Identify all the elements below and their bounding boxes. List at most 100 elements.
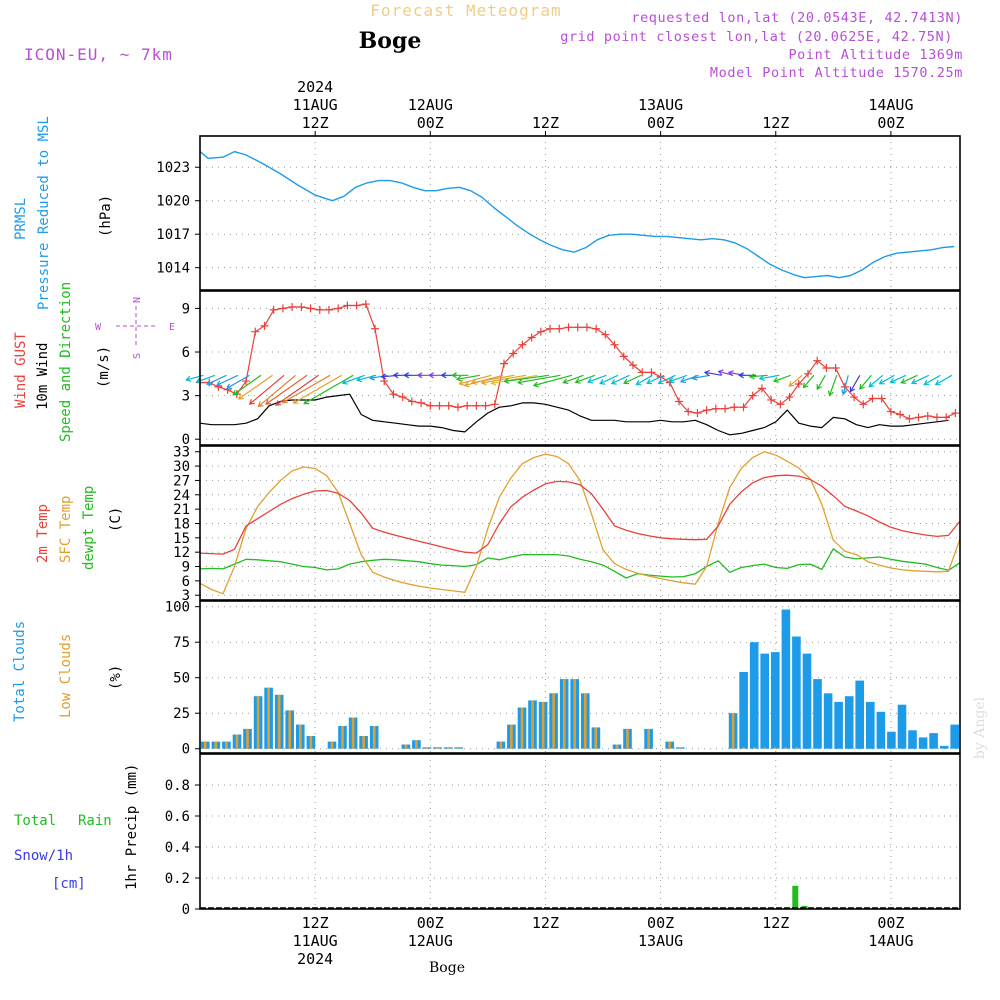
dewpoint-line bbox=[199, 548, 961, 579]
gust-marker bbox=[886, 407, 895, 416]
compass-rose: N S W E bbox=[95, 297, 175, 359]
pressure-ytick-label: 1017 bbox=[156, 227, 190, 243]
low-cloud-bar bbox=[752, 747, 756, 749]
time-label-bottom: 2024 bbox=[297, 950, 333, 968]
total-cloud-bar bbox=[866, 701, 875, 749]
time-label-bottom: 13AUG bbox=[638, 932, 683, 950]
low-cloud-bar bbox=[457, 747, 460, 749]
clouds-ytick-label: 25 bbox=[173, 706, 190, 722]
wind-arrow bbox=[772, 374, 791, 383]
wind-arrow bbox=[748, 373, 768, 380]
precip-label-total: Total bbox=[14, 813, 56, 829]
wind-arrow bbox=[878, 374, 895, 385]
low-cloud-bar bbox=[372, 726, 376, 749]
time-label-top: 00Z bbox=[877, 114, 904, 132]
wind-arrow bbox=[657, 374, 676, 385]
gust-marker bbox=[334, 304, 343, 313]
temp-ytick-label: 3 bbox=[182, 588, 190, 604]
wind-arrow bbox=[369, 374, 388, 381]
time-label-bottom: 12Z bbox=[302, 914, 329, 932]
low-cloud-bar bbox=[731, 713, 735, 749]
precip-ytick-label: 0 bbox=[182, 902, 190, 918]
gust-marker bbox=[518, 340, 527, 349]
wind-arrow bbox=[599, 374, 619, 385]
station-title: Boge bbox=[359, 28, 422, 54]
info-point-altitude: Point Altitude 1369m bbox=[788, 47, 963, 63]
wind-ytick-label: 0 bbox=[182, 432, 190, 448]
low-cloud-bar bbox=[214, 741, 218, 749]
pressure-ytick-label: 1020 bbox=[156, 194, 190, 210]
gust-marker bbox=[601, 330, 610, 339]
low-cloud-bar bbox=[510, 724, 513, 749]
gust-marker bbox=[546, 324, 555, 333]
t2m-line bbox=[199, 474, 961, 555]
wind-arrow bbox=[574, 374, 596, 384]
low-cloud-bar bbox=[552, 693, 555, 749]
gust-marker bbox=[278, 304, 287, 313]
compass-east: E bbox=[169, 322, 175, 333]
low-cloud-bar bbox=[330, 741, 334, 749]
pressure-panel: 1014 1017 1020 1023 bbox=[156, 135, 961, 291]
total-cloud-bar bbox=[929, 733, 938, 749]
wind-arrow bbox=[503, 374, 549, 385]
gust-marker bbox=[500, 359, 508, 368]
temp-label-unit: (C) bbox=[108, 507, 124, 532]
wind-arrow bbox=[257, 374, 296, 408]
clouds-labels: Total Clouds Low Clouds (%) bbox=[12, 621, 124, 722]
gust-marker bbox=[527, 333, 536, 342]
total-cloud-bar bbox=[781, 609, 791, 749]
total-cloud-bar bbox=[802, 653, 812, 749]
gust-marker bbox=[675, 397, 684, 406]
wind-arrow bbox=[532, 374, 573, 388]
low-cloud-bar bbox=[415, 740, 418, 749]
gust-marker bbox=[932, 413, 941, 422]
wind-arrow bbox=[292, 374, 342, 404]
low-cloud-bar bbox=[499, 741, 503, 749]
wind-arrow bbox=[900, 374, 918, 384]
gust-marker bbox=[785, 393, 794, 402]
wind-arrow bbox=[788, 374, 803, 387]
compass-north: N bbox=[132, 297, 143, 303]
low-cloud-bar bbox=[351, 717, 355, 749]
wind-panel: 0 3 6 9 bbox=[182, 290, 961, 448]
low-cloud-bar bbox=[584, 693, 587, 749]
gust-marker bbox=[573, 323, 582, 332]
gust-marker bbox=[564, 323, 573, 332]
gust-marker bbox=[619, 352, 628, 361]
model-label: ICON-EU, ~ 7km bbox=[24, 45, 173, 64]
plot-layer: 1014101710201023036936912151821242730330… bbox=[156, 78, 961, 968]
precip-label-rain: Rain bbox=[78, 813, 112, 829]
wind-arrow bbox=[934, 374, 953, 386]
wind-arrow bbox=[341, 374, 365, 385]
gust-line bbox=[200, 303, 956, 420]
gust-marker bbox=[776, 400, 785, 409]
total-cloud-bar bbox=[834, 701, 843, 749]
time-label-bottom: 12Z bbox=[762, 914, 789, 932]
gust-marker bbox=[859, 400, 868, 409]
gust-marker bbox=[684, 407, 693, 416]
low-cloud-bar bbox=[362, 736, 365, 749]
total-cloud-bar bbox=[939, 745, 949, 749]
low-cloud-bar bbox=[541, 701, 545, 749]
wind-arrow bbox=[265, 374, 308, 405]
info-grid-point: grid point closest lon,lat (20.0625E, 42… bbox=[560, 29, 953, 45]
total-cloud-bar bbox=[897, 704, 907, 749]
time-label-top: 11AUG bbox=[293, 96, 338, 114]
gust-marker bbox=[306, 304, 315, 313]
temp-ytick-label: 21 bbox=[173, 502, 190, 518]
wind-arrow bbox=[635, 374, 653, 386]
rain-bar bbox=[792, 885, 799, 910]
time-label-bottom: 00Z bbox=[647, 914, 674, 932]
low-cloud-bar bbox=[225, 741, 228, 749]
temp-ytick-label: 30 bbox=[173, 459, 190, 475]
temp-frame bbox=[199, 445, 961, 601]
wind-arrow bbox=[923, 374, 941, 386]
gust-marker bbox=[269, 305, 278, 314]
wind-arrow bbox=[668, 374, 688, 384]
gust-marker bbox=[490, 400, 499, 409]
pressure-line bbox=[199, 150, 955, 279]
low-cloud-bar bbox=[256, 696, 260, 749]
wind-label-direction: Speed and Direction bbox=[58, 282, 74, 442]
pressure-frame bbox=[199, 135, 961, 291]
watermark: by Angel bbox=[972, 696, 988, 759]
